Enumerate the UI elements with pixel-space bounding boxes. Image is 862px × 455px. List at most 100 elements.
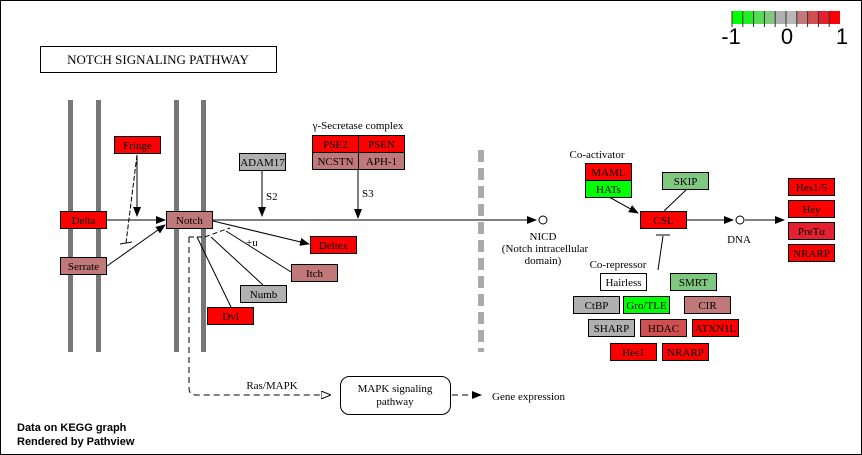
gene-box[interactable] bbox=[623, 296, 670, 314]
gene-label: Hes1 bbox=[622, 347, 645, 359]
gene-box[interactable] bbox=[640, 319, 687, 337]
gene-label: Hey bbox=[802, 204, 821, 216]
gene-box[interactable] bbox=[640, 211, 687, 229]
gene-box[interactable] bbox=[60, 257, 107, 275]
gene-label: Serrate bbox=[68, 261, 99, 273]
gene-box[interactable] bbox=[662, 172, 709, 190]
gene-pret-[interactable]: PreTα bbox=[788, 222, 835, 240]
gene-label: HATs bbox=[596, 184, 621, 196]
gene-adam17[interactable]: ADAM17 bbox=[239, 153, 286, 171]
gene-notch[interactable]: Notch bbox=[166, 211, 213, 229]
gene-delta[interactable]: Delta bbox=[60, 211, 107, 229]
gene-ncstn[interactable]: NCSTN bbox=[312, 152, 359, 170]
s2-label: S2 bbox=[266, 191, 278, 203]
gene-box[interactable] bbox=[662, 343, 709, 361]
gene-dvl[interactable]: Dvl bbox=[207, 307, 254, 325]
gene-box[interactable] bbox=[788, 200, 835, 218]
gene-box[interactable] bbox=[788, 222, 835, 240]
gene-label: CtBP bbox=[585, 300, 609, 312]
gene-box[interactable] bbox=[670, 273, 717, 291]
co-activator-label: Co-activator bbox=[570, 149, 625, 161]
footer-line-1: Data on KEGG graph bbox=[17, 422, 127, 434]
gene-label: NRARP bbox=[793, 248, 830, 260]
gene-box[interactable] bbox=[610, 343, 657, 361]
gene-box[interactable] bbox=[684, 296, 731, 314]
gene-skip[interactable]: SKIP bbox=[662, 172, 709, 190]
gene-hey[interactable]: Hey bbox=[788, 200, 835, 218]
legend-mid: 0 bbox=[781, 24, 793, 49]
gene-sharp[interactable]: SHARP bbox=[588, 319, 635, 337]
legend-swatch bbox=[764, 11, 776, 24]
mapk-pathway-box[interactable] bbox=[340, 376, 451, 415]
gene-box[interactable] bbox=[239, 153, 286, 171]
color-legend: -1 0 1 bbox=[721, 11, 848, 49]
gene-label: APH-1 bbox=[366, 156, 397, 168]
gene-box[interactable] bbox=[114, 136, 161, 154]
gene-label: ADAM17 bbox=[240, 157, 285, 169]
gene-box[interactable] bbox=[358, 152, 405, 170]
co-repressor-label: Co-repressor bbox=[590, 259, 647, 271]
legend-swatch bbox=[742, 11, 754, 24]
gene-box[interactable] bbox=[573, 296, 620, 314]
gene-label: PSE2 bbox=[323, 139, 347, 151]
gene-csl[interactable]: CSL bbox=[640, 211, 687, 229]
gene-box[interactable] bbox=[788, 244, 835, 262]
gene-pse2[interactable]: PSE2 bbox=[312, 135, 359, 153]
gene-numb[interactable]: Numb bbox=[240, 285, 287, 303]
gene-label: ATXN1L bbox=[695, 323, 737, 335]
gene-box[interactable] bbox=[692, 319, 739, 337]
gene-nrarp[interactable]: NRARP bbox=[662, 343, 709, 361]
gene-box[interactable] bbox=[788, 178, 835, 196]
nicd-sub1: (Notch intracellular bbox=[502, 243, 589, 255]
gene-label: Itch bbox=[306, 268, 324, 280]
gene-hats[interactable]: HATs bbox=[585, 180, 632, 198]
gene-hes1-5[interactable]: Hes1/5 bbox=[788, 178, 835, 196]
legend-swatch bbox=[796, 11, 808, 24]
gene-nrarp[interactable]: NRARP bbox=[788, 244, 835, 262]
edges bbox=[106, 154, 785, 399]
gene-label: Deltex bbox=[319, 240, 349, 252]
gene-deltex[interactable]: Deltex bbox=[310, 236, 357, 254]
gene-label: MAML bbox=[591, 167, 626, 179]
legend-swatch bbox=[786, 11, 797, 24]
gene-itch[interactable]: Itch bbox=[291, 264, 338, 282]
gene-smrt[interactable]: SMRT bbox=[670, 273, 717, 291]
gamma-secretase-label: γ-Secretase complex bbox=[312, 120, 404, 132]
gene-atxn1l[interactable]: ATXN1L bbox=[692, 319, 739, 337]
gene-hdac[interactable]: HDAC bbox=[640, 319, 687, 337]
gene-box[interactable] bbox=[310, 236, 357, 254]
gene-box[interactable] bbox=[585, 180, 632, 198]
gene-box[interactable] bbox=[588, 319, 635, 337]
footer-line-2: Rendered by Pathview bbox=[17, 436, 135, 448]
gene-label: Hairless bbox=[605, 277, 641, 289]
gene-label: CSL bbox=[653, 215, 673, 227]
gene-serrate[interactable]: Serrate bbox=[60, 257, 107, 275]
gene-box[interactable] bbox=[291, 264, 338, 282]
gene-label: Fringe bbox=[123, 140, 152, 152]
gene-aph-1[interactable]: APH-1 bbox=[358, 152, 405, 170]
gene-box[interactable] bbox=[240, 285, 287, 303]
gene-box[interactable] bbox=[166, 211, 213, 229]
gene-expression-label: Gene expression bbox=[492, 391, 566, 403]
gene-hairless[interactable]: Hairless bbox=[600, 273, 647, 291]
gene-label: Notch bbox=[176, 215, 203, 227]
gene-box[interactable] bbox=[207, 307, 254, 325]
page-title: NOTCH SIGNALING PATHWAY bbox=[67, 52, 249, 67]
gene-ctbp[interactable]: CtBP bbox=[573, 296, 620, 314]
gene-label: SMRT bbox=[679, 277, 709, 289]
dna-node bbox=[735, 215, 745, 225]
gene-maml[interactable]: MAML bbox=[585, 163, 632, 181]
gene-box[interactable] bbox=[60, 211, 107, 229]
gene-hes1[interactable]: Hes1 bbox=[610, 343, 657, 361]
gene-box[interactable] bbox=[600, 273, 647, 291]
gene-gro-tle[interactable]: Gro/TLE bbox=[623, 296, 670, 314]
gene-nodes: Fringe Delta Serrate Notch ADAM17 PSE2 PSEN NCS… bbox=[60, 135, 835, 361]
title-box bbox=[40, 46, 277, 73]
gene-label: Delta bbox=[72, 215, 96, 227]
ubiquitination-label: +u bbox=[246, 237, 258, 249]
nicd-label: NICD bbox=[530, 231, 557, 243]
gene-cir[interactable]: CIR bbox=[684, 296, 731, 314]
gene-psen[interactable]: PSEN bbox=[358, 135, 405, 153]
gene-fringe[interactable]: Fringe bbox=[114, 136, 161, 154]
